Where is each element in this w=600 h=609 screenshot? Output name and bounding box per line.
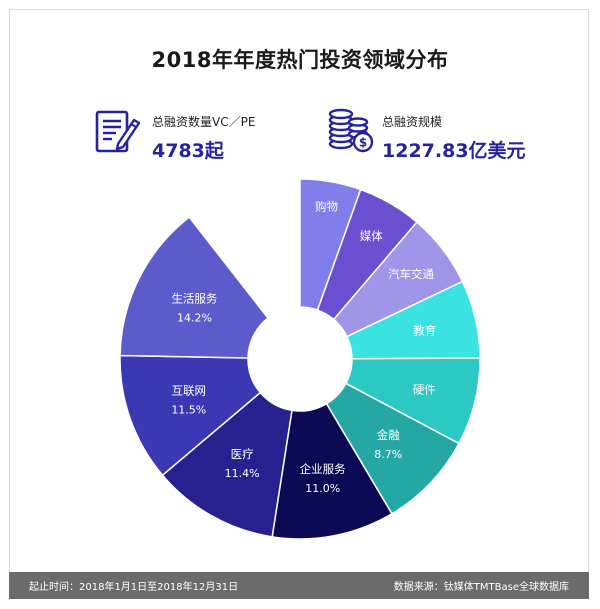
footer-date-range: 起止时间：2018年1月1日至2018年12月31日 bbox=[29, 582, 239, 593]
slice-label-10: 生活服务 bbox=[171, 291, 217, 305]
footer-bar: 起止时间：2018年1月1日至2018年12月31日 数据来源：钛媒体TMTBa… bbox=[9, 572, 589, 599]
slice-label-5: 硬件 bbox=[413, 383, 436, 397]
slice-label-2: 媒体 bbox=[360, 229, 383, 243]
total-amount-stat: 总融资规模 1227.83亿美元 bbox=[382, 113, 526, 163]
slice-percent-10: 14.2% bbox=[177, 311, 212, 324]
total-deals-stat: 总融资数量VC／PE 4783起 bbox=[152, 113, 255, 163]
slice-percent-8: 11.4% bbox=[225, 467, 260, 480]
total-deals-label: 总融资数量VC／PE bbox=[152, 115, 256, 129]
footer-source: 数据来源：钛媒体TMTBase全球数据库 bbox=[393, 582, 569, 593]
slice-label-6: 金融 bbox=[377, 428, 400, 442]
slice-percent-9: 11.5% bbox=[171, 403, 206, 416]
svg-text:$: $ bbox=[359, 136, 367, 150]
slice-percent-7: 11.0% bbox=[305, 482, 340, 495]
total-amount-value: 1227.83亿美元 bbox=[382, 140, 526, 162]
slice-percent-6: 8.7% bbox=[374, 448, 402, 461]
page-title: 2018年年度热门投资领域分布 bbox=[151, 48, 449, 72]
donut-slice-10 bbox=[119, 216, 270, 359]
donut-center-hole bbox=[248, 307, 352, 411]
slice-label-9: 互联网 bbox=[172, 383, 207, 397]
slice-label-4: 教育 bbox=[413, 323, 436, 337]
slice-label-7: 企业服务 bbox=[300, 462, 346, 476]
total-amount-label: 总融资规模 bbox=[382, 115, 443, 129]
slice-label-3: 汽车交通 bbox=[388, 267, 434, 281]
slice-label-1: 购物 bbox=[315, 199, 338, 213]
total-deals-value: 4783起 bbox=[152, 140, 224, 162]
slice-label-8: 医疗 bbox=[231, 447, 254, 461]
document-pen-icon bbox=[95, 110, 141, 153]
coin-stack-icon: $ bbox=[328, 108, 374, 153]
